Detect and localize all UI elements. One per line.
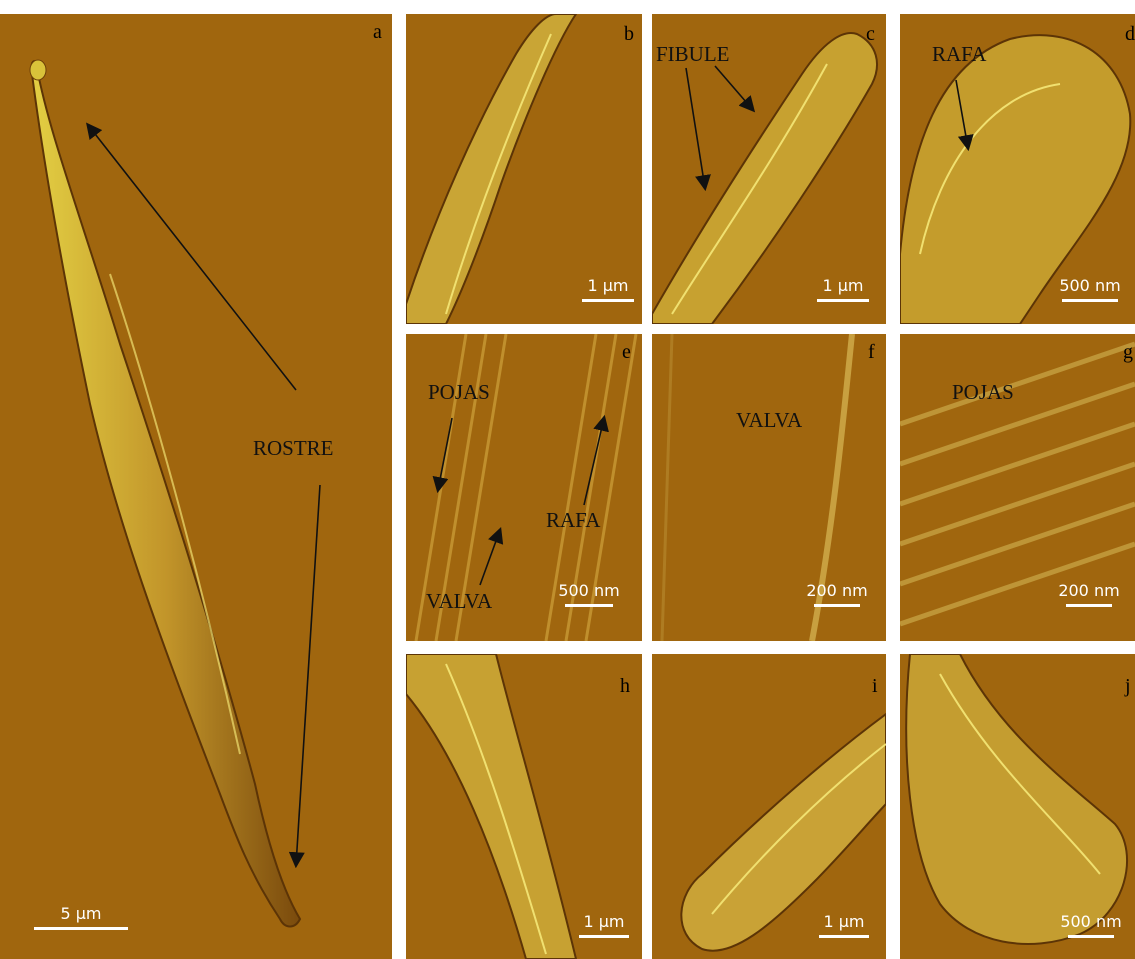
panel-b: b 1 µm [406,14,642,324]
annotation-rostre: ROSTRE [253,436,334,460]
panel-label: g [1123,341,1133,363]
scale-bar: 1 µm [816,276,870,302]
annotation-pojas: POJAS [428,380,490,404]
scale-bar: 200 nm [798,581,876,607]
scale-bar-label: 200 nm [806,581,868,600]
scale-bar: 1 µm [580,276,636,302]
scale-bar-line [814,604,860,607]
scale-bar: 500 nm [1052,912,1130,938]
scale-bar: 1 µm [576,912,632,938]
scale-bar: 500 nm [1050,276,1130,302]
panel-label: c [866,23,875,45]
scale-bar-line [565,604,613,607]
scale-bar-label: 200 nm [1058,581,1120,600]
girdle-bands-closeup [900,341,1135,627]
scale-bar-line [1066,604,1112,607]
panel-label: d [1125,23,1135,45]
frustule-end-detail [652,32,878,324]
panel-label: i [872,675,878,697]
scale-bar-label: 1 µm [583,912,625,931]
scale-bar-line [34,927,128,930]
annotation-fibule: FIBULE [656,42,730,66]
scale-bar: 1 µm [816,912,872,938]
annotation-valva: VALVA [426,589,493,613]
scale-bar-label: 500 nm [1060,912,1122,931]
scale-bar-label: 1 µm [587,276,629,295]
panel-label: b [624,23,634,45]
frustule-detail [406,14,578,324]
diatom-frustule-full [29,59,302,928]
panel-f: f VALVA 200 nm [652,334,886,641]
panel-label: j [1125,675,1131,697]
panel-label: f [868,341,875,363]
scale-bar-label: 500 nm [1059,276,1121,295]
panel-a: a ROSTRE 5 µm [0,14,392,959]
scale-bar-line [582,299,634,302]
scale-bar: 5 µm [34,904,128,930]
scale-bar-label: 1 µm [823,912,865,931]
annotation-pojas: POJAS [952,380,1014,404]
scale-bar-label: 1 µm [822,276,864,295]
scale-bar: 500 nm [546,581,632,607]
panel-label: e [622,341,631,363]
panel-g: g POJAS 200 nm [900,334,1135,641]
frustule-apex [680,712,886,952]
valve-surface [660,334,855,641]
panel-label: a [373,21,382,43]
panel-d: d RAFA 500 nm [900,14,1135,324]
scale-bar-label: 500 nm [558,581,620,600]
frustule-apex-closeup [905,654,1129,945]
scale-bar: 200 nm [1048,581,1130,607]
panel-label: h [620,675,630,697]
frustule-taper [406,654,578,959]
panel-j: j 500 nm [900,654,1135,959]
panel-e: e POJAS RAFA VALVA 500 nm [406,334,642,641]
scale-bar-label: 5 µm [60,904,102,923]
annotation-rafa: RAFA [546,508,601,532]
annotation-valva: VALVA [736,408,803,432]
scale-bar-line [819,935,869,938]
scale-bar-line [1062,299,1118,302]
panel-i: i 1 µm [652,654,886,959]
annotation-rafa: RAFA [932,42,987,66]
scale-bar-line [579,935,629,938]
panel-c: c FIBULE 1 µm [652,14,886,324]
panel-h: h 1 µm [406,654,642,959]
scale-bar-line [817,299,869,302]
scale-bar-line [1068,935,1114,938]
